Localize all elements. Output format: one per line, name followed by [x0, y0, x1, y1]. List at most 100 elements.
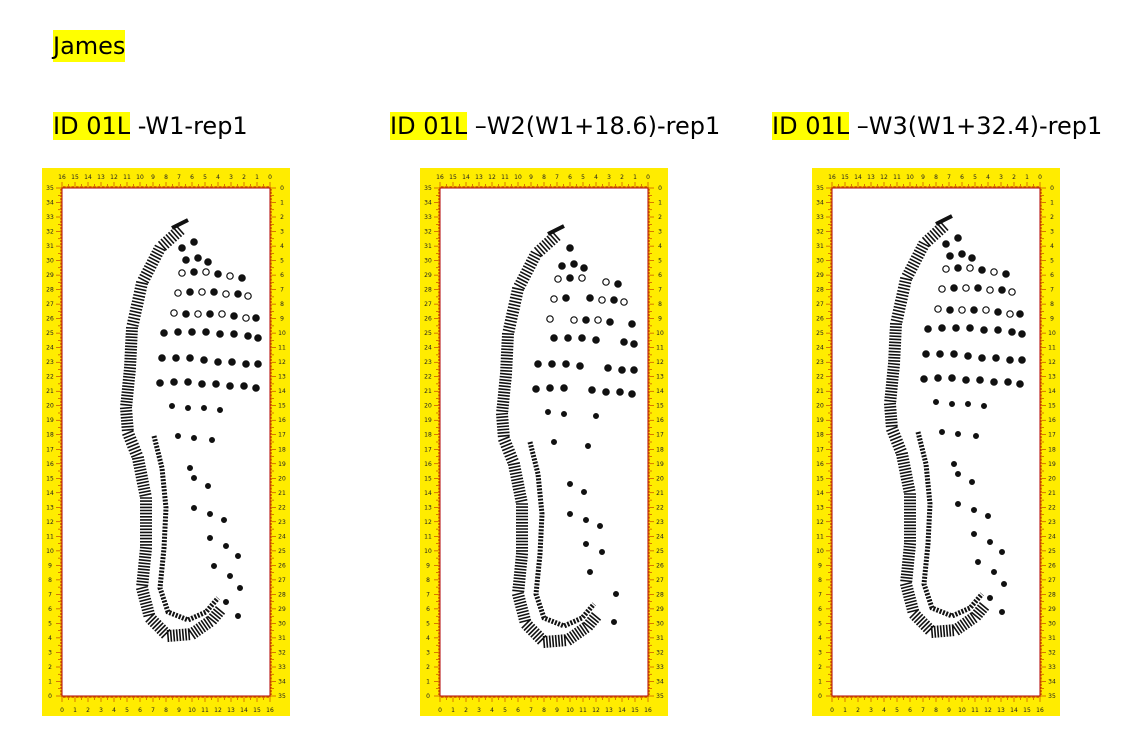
ruler-label: 1 [633, 174, 637, 181]
ruler-label: 5 [658, 258, 662, 265]
ruler-label: 33 [816, 214, 824, 221]
ruler-label: 16 [58, 174, 66, 181]
ruler-label: 6 [280, 272, 284, 279]
ruler-label: 16 [644, 707, 652, 714]
ruler-label: 8 [658, 301, 662, 308]
ruler-label: 33 [656, 664, 664, 671]
ruler-label: 31 [656, 635, 664, 642]
shoeprint-scan-w3: 0 0 1 1 2 2 3 3 4 4 5 5 6 6 7 7 8 8 9 9 10 10 11 11 12 12 13 13 14 14… [812, 168, 1060, 716]
ruler-label: 9 [426, 562, 430, 569]
ruler-label: 12 [278, 359, 286, 366]
ruler-label: 1 [73, 707, 77, 714]
ruler-label: 6 [516, 707, 520, 714]
ruler-label: 7 [658, 287, 662, 294]
ruler-label: 12 [880, 174, 888, 181]
ruler-label: 2 [620, 174, 624, 181]
shoeprint-impression [883, 214, 1026, 639]
ruler-label: 18 [1048, 446, 1056, 453]
ruler-label: 4 [280, 243, 284, 250]
ruler-label: 17 [656, 432, 664, 439]
ruler-label: 16 [828, 174, 836, 181]
ruler-frame: 0011223344556677889910101111121213131414… [812, 168, 1060, 716]
ruler-label: 9 [48, 562, 52, 569]
ruler-label: 9 [658, 316, 662, 323]
ruler-label: 12 [656, 359, 664, 366]
ruler-label: 3 [607, 174, 611, 181]
ruler-label: 16 [278, 417, 286, 424]
ruler-label: 11 [656, 345, 664, 352]
ruler-label: 23 [46, 359, 54, 366]
ruler-label: 7 [1050, 287, 1054, 294]
ruler-label: 3 [818, 650, 822, 657]
ruler-label: 13 [816, 504, 824, 511]
ruler-label: 9 [1050, 316, 1054, 323]
ruler-label: 4 [48, 635, 52, 642]
specimen-id-label: ID 01L [772, 112, 850, 140]
ruler-label: 9 [177, 707, 181, 714]
ruler-label: 4 [658, 243, 662, 250]
ruler-label: 23 [1048, 519, 1056, 526]
ruler-label: 25 [46, 330, 54, 337]
ruler-label: 13 [605, 707, 613, 714]
ruler-label: 7 [921, 707, 925, 714]
ruler-label: 5 [203, 174, 207, 181]
ruler-label: 2 [48, 664, 52, 671]
ruler-label: 10 [816, 548, 824, 555]
ruler-label: 3 [229, 174, 233, 181]
ruler-label: 19 [1048, 461, 1056, 468]
ruler-label: 8 [164, 174, 168, 181]
ruler-label: 24 [46, 345, 54, 352]
ruler-label: 8 [1050, 301, 1054, 308]
ruler-label: 2 [280, 214, 284, 221]
ruler-label: 26 [816, 316, 824, 323]
ruler-label: 20 [278, 475, 286, 482]
ruler-label: 7 [48, 591, 52, 598]
ruler-label: 22 [424, 374, 432, 381]
ruler-frame: 0011223344556677889910101111121213131414… [42, 168, 290, 716]
ruler-label: 14 [46, 490, 54, 497]
ruler-label: 7 [280, 287, 284, 294]
ruler-label: 8 [934, 707, 938, 714]
ruler-label: 2 [242, 174, 246, 181]
ruler-label: 28 [1048, 591, 1056, 598]
ruler-label: 17 [1048, 432, 1056, 439]
ruler-label: 11 [579, 707, 587, 714]
ruler-label: 18 [278, 446, 286, 453]
ruler-label: 34 [278, 679, 286, 686]
ruler-label: 29 [1048, 606, 1056, 613]
ruler-label: 12 [46, 519, 54, 526]
ruler-label: 16 [46, 461, 54, 468]
ruler-label: 3 [477, 707, 481, 714]
ruler-label: 14 [424, 490, 432, 497]
ruler-label: 14 [618, 707, 626, 714]
ruler-label: 11 [46, 533, 54, 540]
ruler-label: 5 [125, 707, 129, 714]
ruler-label: 15 [424, 475, 432, 482]
ruler-label: 33 [424, 214, 432, 221]
ruler-label: 30 [1048, 620, 1056, 627]
ruler-label: 6 [1050, 272, 1054, 279]
ruler-label: 1 [426, 679, 430, 686]
ruler-label: 26 [656, 562, 664, 569]
ruler-label: 35 [656, 693, 664, 700]
ruler-label: 12 [110, 174, 118, 181]
ruler-label: 22 [816, 374, 824, 381]
ruler-label: 23 [816, 359, 824, 366]
ruler-label: 6 [426, 606, 430, 613]
ruler-label: 5 [280, 258, 284, 265]
scan-caption-w3: ID 01L –W3(W1+32.4)-rep1 [772, 110, 1102, 142]
ruler-label: 19 [278, 461, 286, 468]
ruler-frame: 0011223344556677889910101111121213131414… [420, 168, 668, 716]
ruler-label: 11 [123, 174, 131, 181]
ruler-label: 1 [843, 707, 847, 714]
shoeprint-impression [495, 224, 638, 649]
ruler-label: 12 [816, 519, 824, 526]
ruler-label: 9 [947, 707, 951, 714]
ruler-label: 6 [190, 174, 194, 181]
ruler-label: 8 [542, 174, 546, 181]
ruler-label: 13 [656, 374, 664, 381]
ruler-label: 33 [1048, 664, 1056, 671]
ruler-label: 25 [278, 548, 286, 555]
ruler-label: 18 [816, 432, 824, 439]
ruler-label: 15 [841, 174, 849, 181]
